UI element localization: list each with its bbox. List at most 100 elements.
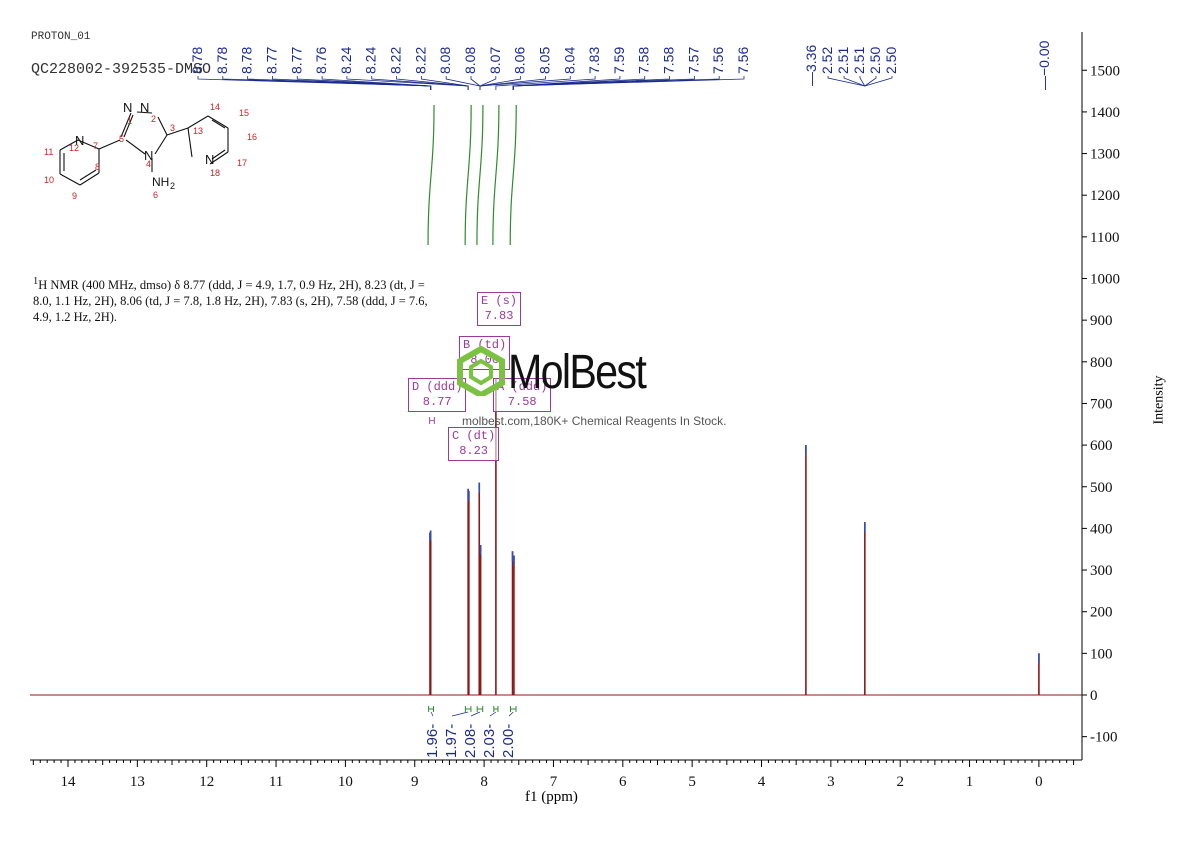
x-tick-label: 8 [480, 774, 488, 790]
x-axis-label: f1 (ppm) [525, 789, 578, 805]
atom-label: N [123, 100, 132, 115]
atom-label: N [144, 148, 153, 163]
nmr-summary-text: H NMR (400 MHz, dmso) δ 8.77 (ddd, J = 4… [33, 278, 428, 325]
peak-label: 7.58 [661, 47, 677, 74]
peak-label: 8.07 [487, 47, 503, 74]
atom-number: 14 [210, 102, 220, 112]
peak-label: 8.24 [363, 47, 379, 74]
atom-number: 8 [95, 162, 100, 172]
peak-label-connector [864, 76, 893, 87]
watermark-tagline: molbest.com,180K+ Chemical Reagents In S… [462, 414, 727, 428]
x-tick-label: 9 [411, 774, 419, 790]
peak-label: 7.58 [636, 47, 652, 74]
x-tick-label: 10 [338, 774, 353, 790]
atom-number: 13 [193, 126, 203, 136]
y-tick-label: 800 [1090, 355, 1113, 371]
multiplet-d-ppm: 8.77 [422, 395, 452, 409]
watermark-brand: MolBest [508, 346, 647, 399]
y-tick-label: 1000 [1090, 272, 1120, 288]
y-tick-label: 700 [1090, 396, 1113, 412]
integral-value: 1.97- [443, 724, 460, 758]
integral-connector [430, 711, 434, 717]
integral-connector [451, 711, 469, 717]
atom-number: 11 [44, 147, 53, 157]
peak-label-connector [470, 76, 481, 90]
peak-label-connector [321, 76, 432, 90]
integral-connector [508, 711, 514, 717]
atom-number: 1 [127, 116, 132, 126]
multiplet-c-ppm: 8.23 [459, 444, 489, 458]
atom-number: 4 [146, 159, 151, 169]
peak-label: 8.76 [313, 47, 329, 74]
y-tick-label: 1500 [1090, 63, 1120, 79]
x-tick-label: 6 [619, 774, 627, 790]
peak-label-connector [420, 76, 469, 90]
atom-number: 5 [119, 134, 124, 144]
atom-label: N [75, 133, 84, 148]
atom-number: 7 [93, 141, 98, 151]
y-tick-label: 400 [1090, 521, 1113, 537]
molbest-logo-icon [457, 346, 505, 396]
y-tick-label: 900 [1090, 313, 1113, 329]
integral-value: 2.08- [462, 724, 479, 758]
peak-label: 8.77 [288, 47, 304, 74]
multiplet-box-a: A (ddd) 7.58 [493, 378, 552, 412]
structure-bond [123, 114, 134, 138]
integral-curve [476, 104, 484, 246]
peak-label: 8.78 [214, 47, 230, 74]
peak-label-right: —3.36 [803, 45, 819, 86]
integral-curve [427, 104, 435, 246]
structure-bond [79, 172, 100, 186]
peak-label: 7.57 [685, 47, 701, 74]
multiplet-e-head: E (s) [481, 294, 518, 308]
multiplet-c-head: C (dt) [452, 429, 496, 443]
structure-bond [207, 115, 229, 129]
peak-label: 8.08 [437, 47, 453, 74]
integral-curve [464, 104, 472, 246]
x-tick-label: 11 [269, 774, 283, 790]
x-tick-label: 1 [966, 774, 974, 790]
y-tick-label: -100 [1090, 730, 1118, 746]
y-tick-label: 1300 [1090, 147, 1120, 163]
structure-bond [98, 139, 121, 150]
atom-label: N [205, 152, 214, 167]
peak-label-right: 2.52 [819, 47, 835, 74]
x-tick-label: 0 [1035, 774, 1043, 790]
peak-label-zero: —−0.00 [1036, 40, 1052, 90]
y-tick-label: 1400 [1090, 105, 1120, 121]
peak-label: 8.04 [561, 47, 577, 74]
structure-bond [187, 127, 193, 158]
integral-connector [489, 711, 497, 717]
x-tick-label: 13 [130, 774, 145, 790]
structure-bond [187, 115, 209, 129]
peak-label: 8.24 [338, 47, 354, 74]
y-tick-label: 200 [1090, 605, 1113, 621]
peak-label-connector [479, 76, 497, 90]
structure-bond [157, 116, 168, 136]
multiplet-d-head: D (ddd) [412, 380, 463, 394]
peak-label-right: 2.50 [867, 47, 883, 74]
structure-bond [79, 169, 97, 181]
nmr-summary: 1H NMR (400 MHz, dmso) δ 8.77 (ddd, J = … [33, 274, 433, 325]
x-tick-label: 7 [550, 774, 558, 790]
atom-number: 15 [239, 108, 249, 118]
x-tick-label: 4 [758, 774, 766, 790]
sample-name: QC228002-392535-DMSO [31, 61, 212, 78]
x-tick-label: 14 [61, 774, 77, 790]
structure-bond [59, 139, 79, 151]
atom-number: 16 [247, 132, 257, 142]
nucleus-superscript: 1 [33, 276, 39, 287]
peak-label: 7.83 [586, 47, 602, 74]
multiplet-e-ppm: 7.83 [484, 309, 514, 323]
peak-label-connector [495, 76, 596, 90]
integral-connector [470, 711, 481, 717]
integral-value: 1.96- [424, 724, 441, 758]
atom-number: 17 [237, 158, 247, 168]
multiplet-b-head: B (td) [463, 338, 507, 352]
atom-number: 9 [72, 191, 77, 201]
multiplet-box-d: D (ddd) 8.77 [408, 378, 467, 412]
atom-number: 18 [210, 168, 220, 178]
atom-number: 10 [44, 175, 54, 185]
peak-label: 7.56 [735, 47, 751, 74]
